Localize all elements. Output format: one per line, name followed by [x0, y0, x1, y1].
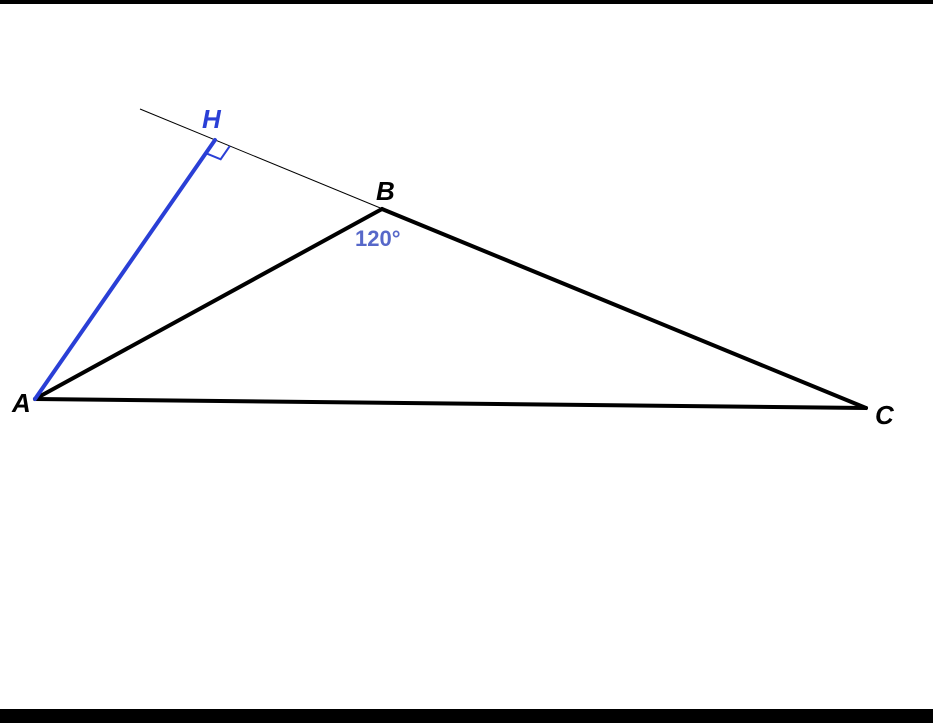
diagram-stage: A B C H 120°	[0, 0, 933, 723]
label-angle-B: 120°	[355, 226, 401, 252]
label-H: H	[202, 104, 221, 135]
label-B: B	[376, 176, 395, 207]
label-A: A	[12, 388, 31, 419]
label-C: C	[875, 400, 894, 431]
geometry-svg	[0, 0, 933, 723]
